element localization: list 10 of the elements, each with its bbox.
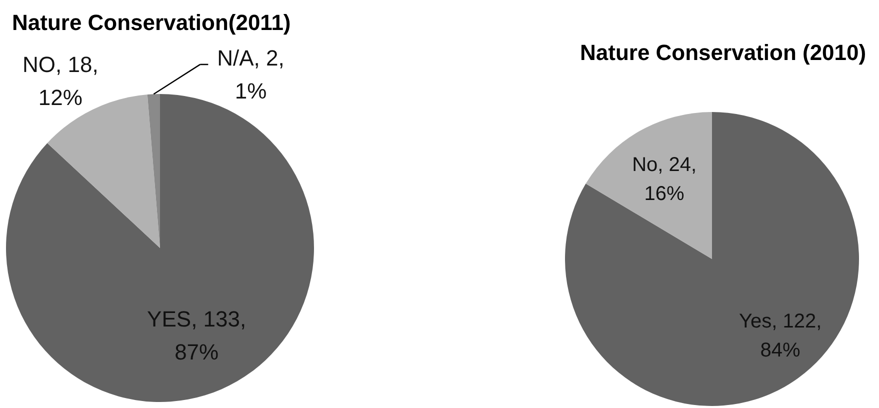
slice-label: Yes, 122, 84% <box>738 310 822 362</box>
slice-label: No, 24, 16% <box>632 154 697 206</box>
chart-title: Nature Conservation (2010) <box>580 40 866 65</box>
pie-slice <box>586 112 712 259</box>
slice-label: YES, 133, 87% <box>147 306 246 365</box>
chart-title: Nature Conservation(2011) <box>12 10 291 35</box>
pie-slice <box>565 112 859 406</box>
slice-label: N/A, 2, 1% <box>217 45 284 104</box>
slice-label: NO, 18, 12% <box>22 52 98 110</box>
pie-slice <box>147 94 160 248</box>
